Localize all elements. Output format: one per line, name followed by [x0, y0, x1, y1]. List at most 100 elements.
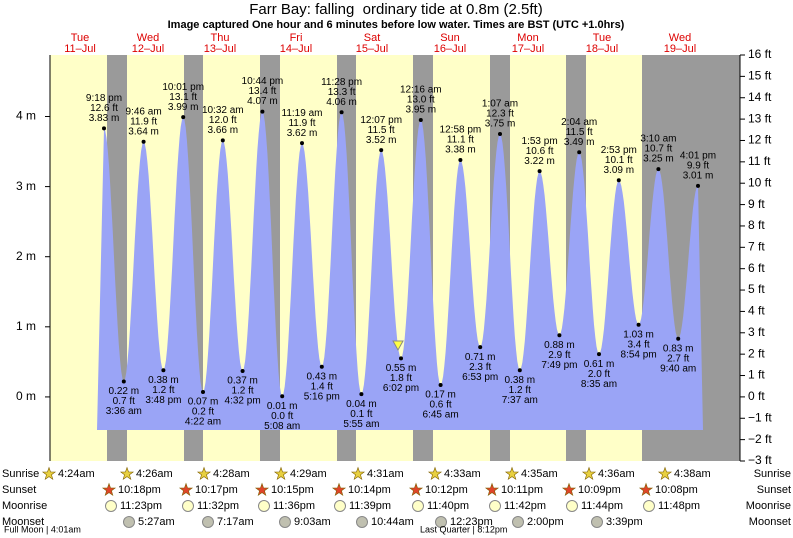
tide-metres: 3.09 m [604, 165, 635, 176]
sunset-icon [484, 482, 500, 497]
tide-feet: 11.1 ft [447, 135, 474, 146]
y2-tick-label: −1 ft [748, 410, 772, 424]
tide-time: 2:53 pm [601, 145, 637, 156]
y2-tick-label: 15 ft [748, 69, 772, 83]
tide-time: 8:35 am [581, 379, 617, 390]
tide-feet: 10.6 ft [526, 146, 554, 157]
row-time: 4:29am [290, 468, 327, 480]
day-name: Tue [593, 32, 612, 44]
tide-feet: 11.9 ft [130, 116, 157, 127]
day-name: Mon [517, 32, 538, 44]
tide-time: 5:16 pm [304, 391, 340, 402]
row-time: 4:38am [674, 468, 711, 480]
tide-feet: 10.1 ft [605, 155, 633, 166]
y2-tick-label: 10 ft [748, 175, 772, 189]
sunset-icon [561, 482, 577, 497]
tide-time: 7:49 pm [541, 360, 577, 371]
tide-point [399, 356, 403, 361]
tide-point [280, 394, 285, 399]
tide-metres: 3.62 m [287, 128, 318, 139]
tide-metres: 1.03 m [623, 329, 654, 340]
tide-feet: 1.8 ft [390, 373, 412, 384]
row-time: 10:11pm [501, 484, 543, 496]
row-time: 11:42pm [504, 500, 546, 512]
tide-point [597, 352, 601, 357]
tide-time: 5:08 am [264, 421, 300, 432]
tide-point [696, 183, 700, 188]
row-time: 11:40pm [427, 500, 469, 512]
sunrise-icon [350, 466, 366, 481]
tide-point [676, 336, 681, 341]
tide-feet: 2.3 ft [469, 362, 491, 373]
y-tick-label: 1 m [16, 319, 36, 333]
y2-tick-label: 11 ft [748, 154, 771, 168]
moonrise-icon [489, 500, 501, 512]
row-label-right: Sunset [757, 484, 791, 496]
tide-time: 5:55 am [343, 419, 379, 430]
moonrise-icon [334, 500, 346, 512]
tide-feet: 9.9 ft [687, 161, 709, 172]
tide-feet: 12.6 ft [90, 103, 118, 114]
tide-metres: 3.66 m [208, 125, 239, 136]
row-time: 10:12pm [425, 484, 468, 496]
tide-feet: 10.7 ft [644, 144, 672, 155]
day-date: 12–Jul [132, 43, 164, 55]
tide-point [636, 322, 641, 327]
tide-time: 3:36 am [106, 406, 142, 417]
row-time: 7:17am [217, 516, 254, 528]
row-time: 11:39pm [349, 500, 391, 512]
tide-point [478, 345, 483, 350]
moonrise-icon [643, 500, 655, 512]
tide-metres: 3.01 m [683, 171, 714, 182]
day-date: 19–Jul [664, 43, 696, 55]
moonset-icon [279, 516, 291, 528]
tide-time: 12:07 pm [360, 115, 402, 126]
y2-tick-label: 3 ft [748, 325, 765, 339]
tide-point [339, 110, 344, 115]
tide-metres: 3.22 m [524, 156, 555, 167]
row-time: 11:23pm [120, 500, 162, 512]
tide-metres: 0.43 m [307, 371, 338, 382]
y-tick-label: 0 m [16, 389, 36, 403]
moonrise-icon [412, 500, 424, 512]
tide-time: 12:58 pm [440, 125, 482, 136]
sunset-icon [101, 482, 117, 497]
tide-point [616, 178, 621, 183]
sunrise-icon [657, 466, 673, 481]
tide-time: 12:16 am [400, 85, 442, 96]
tide-point [220, 138, 225, 143]
y2-tick-label: 1 ft [748, 368, 765, 382]
tide-feet: 11.5 ft [368, 125, 395, 136]
tide-time: 4:22 am [185, 417, 221, 428]
tide-time: 3:48 pm [145, 395, 181, 406]
day-date: 17–Jul [512, 43, 544, 55]
tide-metres: 0.71 m [465, 352, 496, 363]
row-time: 5:27am [138, 516, 175, 528]
sunset-icon [254, 482, 270, 497]
tide-time: 9:40 am [660, 363, 696, 374]
tide-point [300, 141, 304, 146]
row-label-right: Sunrise [754, 468, 791, 480]
row-time: 9:03am [294, 516, 331, 528]
row-time: 10:18pm [118, 484, 161, 496]
row-time: 2:00pm [527, 516, 564, 528]
row-time: 4:28am [213, 468, 250, 480]
row-time: 12:23pm [450, 516, 493, 528]
chart-subtitle: Image captured One hour and 6 minutes be… [168, 19, 625, 31]
day-date: 14–Jul [280, 43, 312, 55]
tide-time: 9:18 pm [86, 93, 122, 104]
row-time: 11:48pm [658, 500, 700, 512]
day-name: Sat [364, 32, 381, 44]
day-name: Thu [211, 32, 230, 44]
tide-metres: 3.99 m [168, 102, 199, 113]
y2-tick-label: 7 ft [748, 239, 765, 253]
tide-feet: 12.0 ft [209, 115, 237, 126]
y-tick-label: 3 m [16, 179, 36, 193]
tide-point [438, 383, 443, 388]
y-tick-label: 4 m [16, 109, 36, 123]
tide-feet: 13.1 ft [169, 92, 197, 103]
tide-feet: 2.7 ft [667, 353, 689, 364]
day-name: Wed [669, 32, 691, 44]
row-label: Sunset [2, 484, 36, 496]
